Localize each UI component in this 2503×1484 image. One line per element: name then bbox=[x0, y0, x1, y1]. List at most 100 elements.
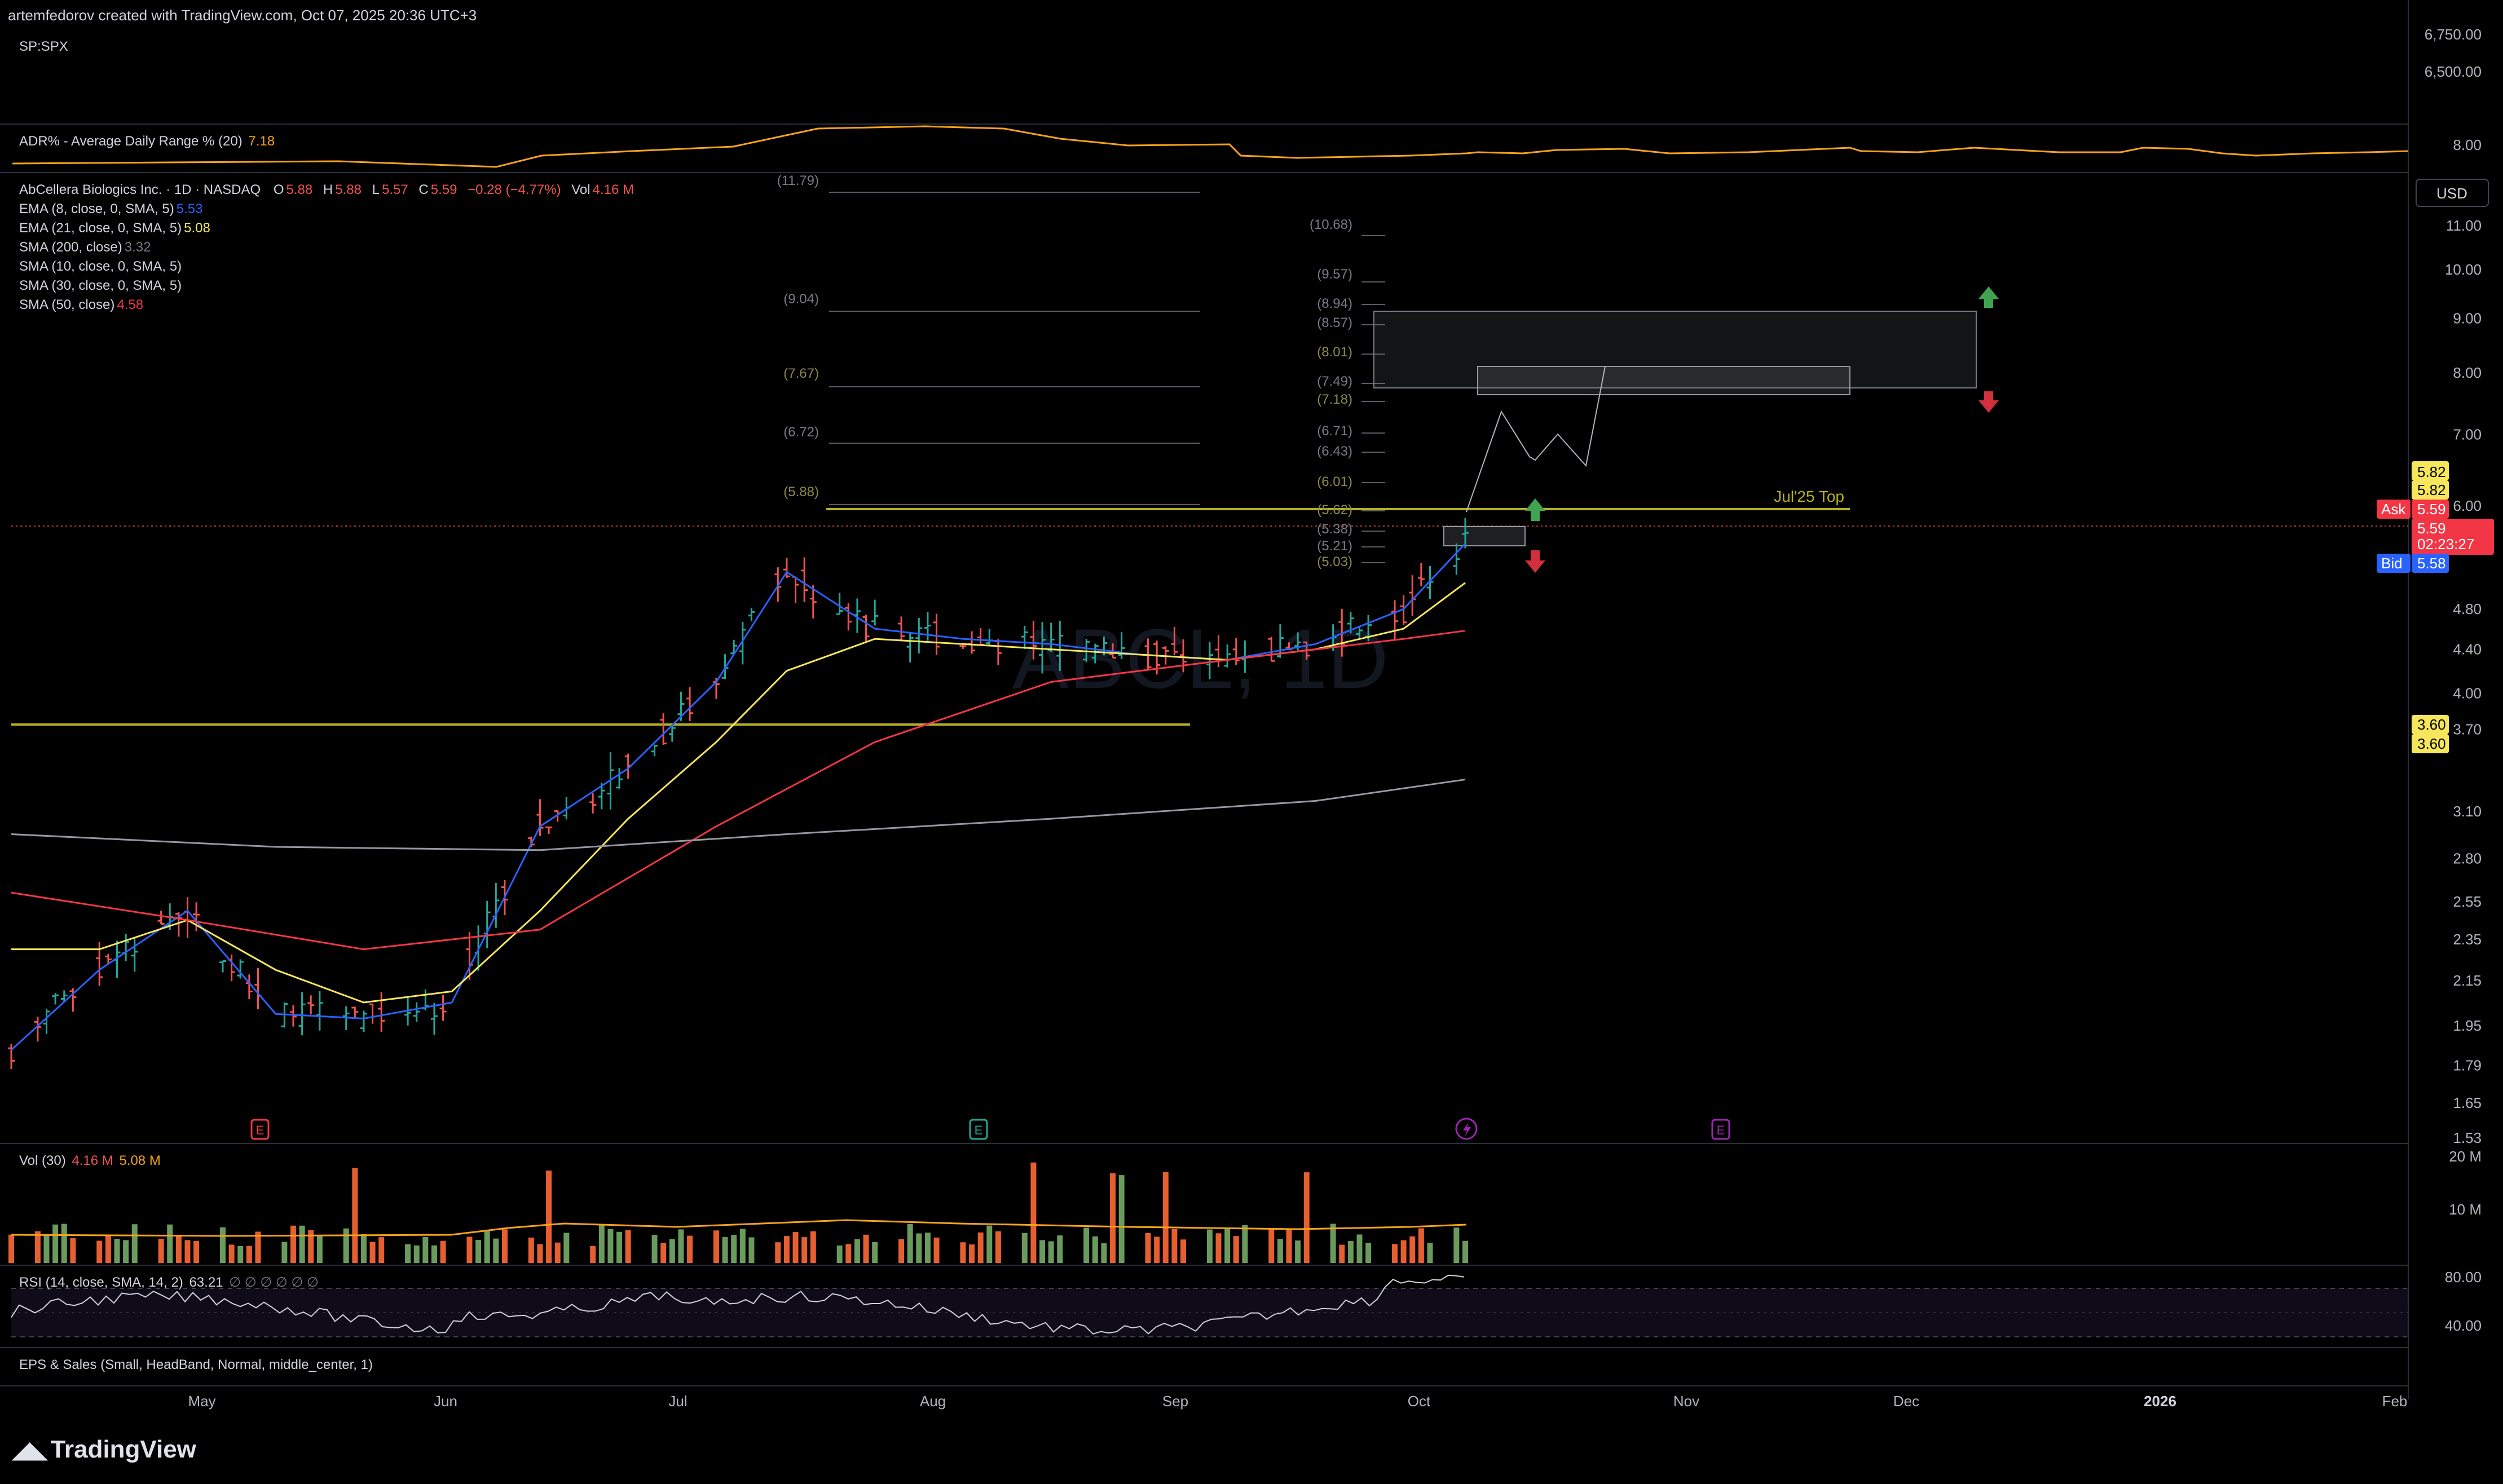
price-tick: 4.40 bbox=[2453, 641, 2482, 658]
candle bbox=[1118, 632, 1125, 660]
volume-bar bbox=[537, 1244, 543, 1263]
volume-bar bbox=[343, 1228, 349, 1263]
candle bbox=[1083, 639, 1090, 662]
symbol-title[interactable]: AbCellera Biologics Inc. · 1D · NASDAQ bbox=[19, 182, 261, 197]
candle bbox=[289, 1005, 297, 1027]
candle bbox=[8, 1044, 15, 1070]
candle bbox=[184, 897, 191, 938]
candle bbox=[1047, 622, 1055, 652]
volume-bar bbox=[1101, 1243, 1107, 1263]
volume-bar bbox=[1057, 1235, 1063, 1263]
fib-right-ticks bbox=[1361, 235, 1385, 563]
volume-bar bbox=[731, 1235, 737, 1263]
target-box-small[interactable] bbox=[1477, 366, 1850, 395]
svg-text:Dec: Dec bbox=[1893, 1393, 1919, 1410]
candle bbox=[1409, 575, 1416, 616]
volume-bar bbox=[193, 1240, 200, 1263]
price-tick: 4.00 bbox=[2453, 685, 2482, 702]
adr-value: 7.18 bbox=[248, 134, 275, 149]
candle bbox=[1091, 643, 1099, 664]
svg-text:Feb: Feb bbox=[2382, 1393, 2408, 1410]
indicator-ema21[interactable]: EMA (21, close, 0, SMA, 5) 5.08 bbox=[19, 219, 213, 238]
event-marker-nov[interactable]: E bbox=[1711, 1119, 1730, 1140]
volume-bar bbox=[563, 1233, 570, 1263]
candle bbox=[1171, 627, 1178, 656]
candle bbox=[1021, 625, 1028, 649]
volume-bar bbox=[960, 1242, 966, 1263]
candle bbox=[492, 882, 500, 928]
volume-bar bbox=[713, 1230, 719, 1263]
tradingview-logo[interactable]: ◢◣ TradingView bbox=[12, 1436, 196, 1464]
svg-text:(6.72): (6.72) bbox=[783, 425, 819, 440]
candle bbox=[351, 1006, 359, 1019]
volume-bar bbox=[360, 1234, 367, 1263]
event-marker-may[interactable]: E bbox=[250, 1119, 270, 1140]
candle bbox=[616, 768, 623, 789]
price-tick: 2.55 bbox=[2453, 893, 2482, 910]
rsi-legend[interactable]: RSI (14, close, SMA, 14, 2) 63.21 ∅ ∅ ∅ … bbox=[19, 1273, 321, 1292]
volume-bar bbox=[34, 1231, 41, 1263]
indicator-sma30[interactable]: SMA (30, close, 0, SMA, 5) bbox=[19, 276, 184, 295]
eps-legend[interactable]: EPS & Sales (Small, HeadBand, Normal, mi… bbox=[19, 1357, 373, 1372]
svg-text:5.59: 5.59 bbox=[2417, 520, 2446, 537]
volume-bar bbox=[616, 1231, 623, 1263]
svg-text:(8.01): (8.01) bbox=[1317, 344, 1352, 360]
volume-bar bbox=[290, 1225, 296, 1263]
indicator-ema8[interactable]: EMA (8, close, 0, SMA, 5) 5.53 bbox=[19, 200, 205, 219]
volume-bar bbox=[378, 1237, 385, 1263]
candle bbox=[60, 990, 68, 1002]
entry-box[interactable] bbox=[1443, 526, 1526, 546]
volume-bar bbox=[1356, 1234, 1363, 1263]
volume-bar bbox=[1030, 1162, 1037, 1263]
volume-bar bbox=[1462, 1240, 1468, 1263]
volume-bar bbox=[872, 1242, 878, 1263]
volume-bar bbox=[413, 1245, 420, 1263]
volume-bar bbox=[1277, 1239, 1283, 1263]
main-legend-title: AbCellera Biologics Inc. · 1D · NASDAQ O… bbox=[19, 180, 636, 200]
candle bbox=[915, 617, 923, 653]
low-value: 5.57 bbox=[381, 182, 408, 197]
volume-bar bbox=[1330, 1224, 1336, 1263]
indicator-sma200[interactable]: SMA (200, close) 3.32 bbox=[19, 238, 153, 257]
volume-bar bbox=[528, 1237, 534, 1263]
candle bbox=[1180, 639, 1187, 673]
volume-bar bbox=[475, 1239, 482, 1263]
candle bbox=[862, 615, 870, 643]
volume-bar bbox=[1021, 1233, 1028, 1263]
candle bbox=[316, 991, 323, 1031]
candle bbox=[1232, 638, 1240, 665]
candle bbox=[69, 988, 77, 1012]
candle bbox=[378, 992, 385, 1032]
candle bbox=[1224, 644, 1231, 668]
currency-button[interactable]: USD bbox=[2416, 179, 2489, 207]
lightning-icon[interactable] bbox=[1455, 1118, 1478, 1140]
volume-bar bbox=[739, 1229, 746, 1263]
target-box-large[interactable] bbox=[1373, 311, 1977, 388]
time-axis: May Jun Jul Aug Sep Oct Nov Dec 2026 Feb bbox=[188, 1393, 2407, 1410]
price-tick: 9.00 bbox=[2453, 310, 2482, 327]
event-marker-aug[interactable]: E bbox=[969, 1119, 988, 1140]
volume-axis: 20 M 10 M bbox=[2449, 1148, 2482, 1218]
candle bbox=[933, 613, 940, 655]
close-value: 5.59 bbox=[430, 182, 457, 197]
svg-text:20 M: 20 M bbox=[2449, 1148, 2482, 1165]
indicator-sma10[interactable]: SMA (10, close, 0, SMA, 5) bbox=[19, 257, 184, 276]
indicator-sma50[interactable]: SMA (50, close) 4.58 bbox=[19, 295, 146, 315]
svg-text:(8.94): (8.94) bbox=[1317, 296, 1352, 311]
volume-bar bbox=[1118, 1175, 1125, 1263]
svg-text:(9.04): (9.04) bbox=[783, 292, 819, 307]
candle bbox=[237, 959, 244, 979]
jul25-top-label: Jul'25 Top bbox=[1774, 488, 1844, 505]
volume-bar bbox=[722, 1237, 728, 1263]
volume-bar bbox=[1048, 1241, 1054, 1263]
volume-bar bbox=[598, 1224, 605, 1263]
svg-text:(6.43): (6.43) bbox=[1317, 444, 1352, 459]
candle bbox=[871, 599, 879, 626]
volume-legend[interactable]: Vol (30) 4.16 M 5.08 M bbox=[19, 1151, 163, 1171]
candle bbox=[836, 593, 843, 615]
volume-bar bbox=[907, 1224, 913, 1263]
candle bbox=[439, 995, 447, 1021]
candle bbox=[430, 1002, 438, 1035]
svg-text:3.60: 3.60 bbox=[2417, 735, 2446, 752]
